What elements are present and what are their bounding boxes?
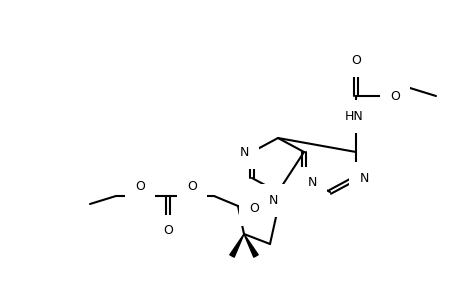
Text: HN: HN [344, 110, 363, 122]
Text: N: N [239, 146, 248, 158]
Text: N: N [268, 194, 277, 206]
Text: O: O [248, 202, 258, 215]
Text: O: O [135, 181, 145, 194]
Text: O: O [162, 224, 173, 238]
Text: N: N [358, 172, 368, 184]
Text: N: N [307, 176, 316, 190]
Text: O: O [350, 53, 360, 67]
Text: O: O [389, 89, 399, 103]
Text: O: O [187, 181, 196, 194]
Polygon shape [243, 234, 257, 257]
Polygon shape [230, 234, 243, 257]
